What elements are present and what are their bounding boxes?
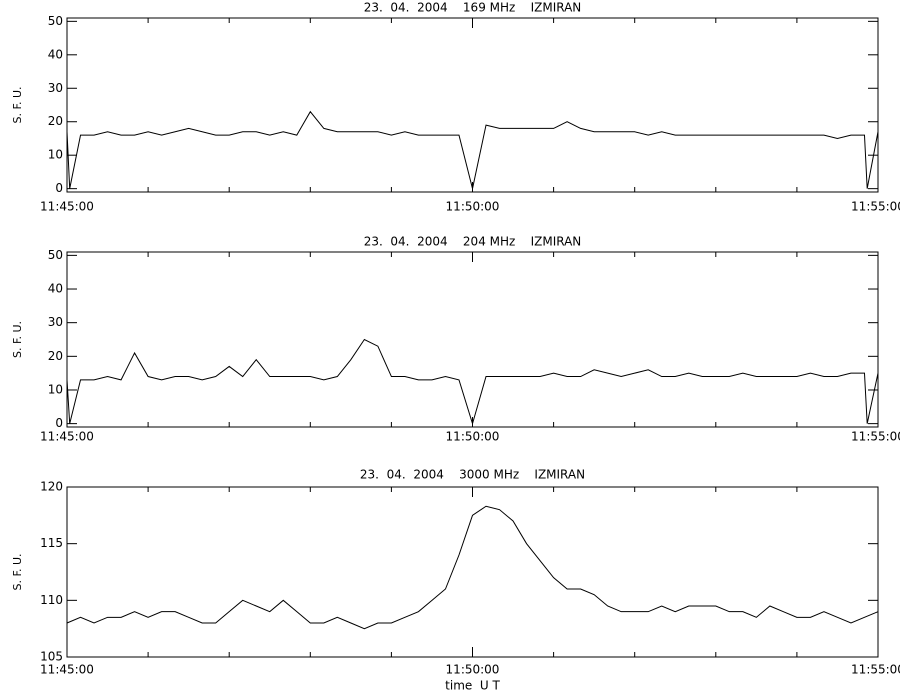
y-tick-label: 30 <box>48 81 63 95</box>
y-tick-label: 10 <box>48 148 63 162</box>
y-tick-label: 120 <box>40 480 63 494</box>
y-tick-label: 10 <box>48 382 63 396</box>
x-tick-label: 11:45:00 <box>40 200 94 214</box>
chart-title: 23. 04. 2004 3000 MHz IZMIRAN <box>360 468 585 482</box>
x-tick-label: 11:50:00 <box>446 430 500 444</box>
x-tick-label: 11:55:00 <box>851 200 900 214</box>
y-tick-label: 20 <box>48 114 63 128</box>
data-line <box>66 110 879 189</box>
x-tick-label: 11:55:00 <box>851 663 900 677</box>
x-tick-label: 11:45:00 <box>40 663 94 677</box>
y-tick-label: 115 <box>40 536 63 550</box>
y-axis-label: S. F. U. <box>11 86 24 123</box>
y-tick-label: 20 <box>48 349 63 363</box>
plot-frame <box>66 251 879 428</box>
y-tick-label: 50 <box>48 248 63 262</box>
x-tick-label: 11:50:00 <box>446 663 500 677</box>
plot-frame <box>66 17 879 193</box>
y-tick-label: 0 <box>55 416 63 430</box>
y-tick-label: 40 <box>48 47 63 61</box>
y-axis-label: S. F. U. <box>11 553 24 590</box>
y-tick-label: 105 <box>40 650 63 664</box>
y-tick-label: 0 <box>55 181 63 195</box>
y-tick-label: 40 <box>48 282 63 296</box>
x-tick-label: 11:45:00 <box>40 430 94 444</box>
y-tick-label: 30 <box>48 315 63 329</box>
y-tick-label: 110 <box>40 593 63 607</box>
data-line <box>66 338 879 426</box>
y-axis-label: S. F. U. <box>11 321 24 358</box>
x-tick-label: 11:55:00 <box>851 430 900 444</box>
chart-title: 23. 04. 2004 204 MHz IZMIRAN <box>364 235 582 249</box>
data-line <box>66 505 879 630</box>
y-tick-label: 50 <box>48 14 63 28</box>
plot-frame <box>66 486 879 658</box>
chart-title: 23. 04. 2004 169 MHz IZMIRAN <box>364 1 582 15</box>
x-tick-label: 11:50:00 <box>446 200 500 214</box>
x-axis-label: time U T <box>445 679 500 693</box>
